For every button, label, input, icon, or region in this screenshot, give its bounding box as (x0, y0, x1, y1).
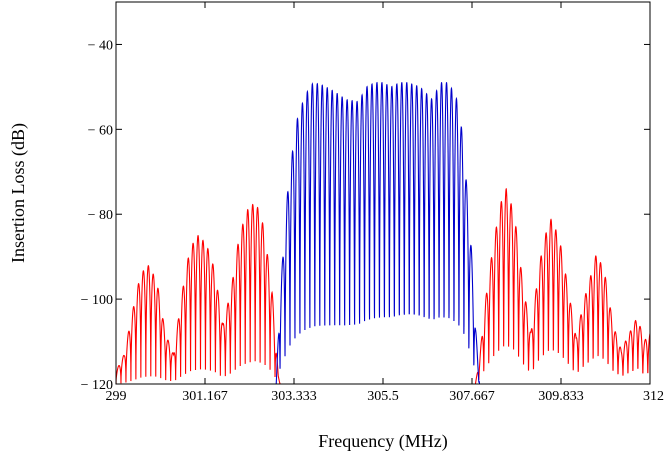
x-tick-labels: 299 301.167 303.333 305.5 307.667 309.833 312 (106, 389, 665, 404)
y-tick-label: − 100 (81, 293, 113, 308)
x-tick-label: 307.667 (449, 389, 495, 404)
series-line-2 (275, 81, 481, 385)
x-tick-label: 312 (643, 389, 664, 404)
y-tick-label: − 40 (88, 38, 113, 53)
x-tick-label: 309.833 (538, 389, 584, 404)
x-tick-label: 303.333 (271, 389, 317, 404)
series-line-1 (115, 187, 651, 385)
x-axis-label: Frequency (MHz) (318, 431, 447, 452)
x-tick-label: 299 (106, 389, 127, 404)
y-tick-label: − 80 (88, 208, 113, 223)
series-layer (115, 81, 651, 385)
x-tick-label: 301.167 (182, 389, 228, 404)
x-tick-label: 305.5 (367, 389, 399, 404)
plot-frame (115, 1, 651, 385)
y-axis-label: Insertion Loss (dB) (8, 123, 29, 263)
y-tick-label: − 120 (81, 378, 113, 393)
y-tick-labels: − 40 − 60 − 80 − 100 − 120 (81, 38, 113, 393)
y-tick-label: − 60 (88, 123, 113, 138)
